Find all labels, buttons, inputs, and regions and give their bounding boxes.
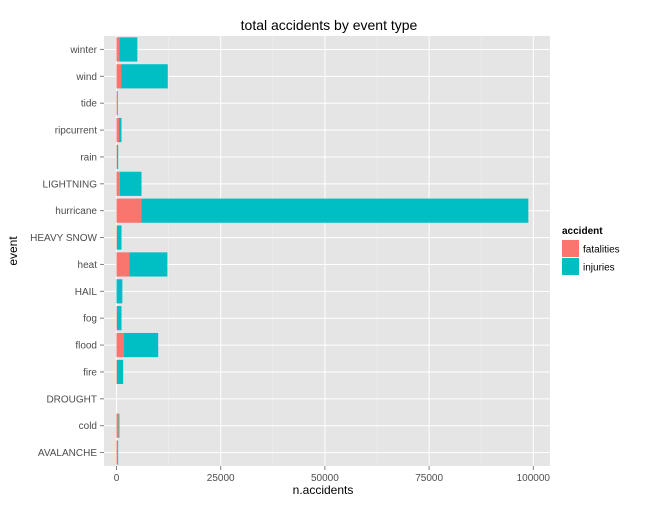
- bar-injuries-rain: [117, 145, 118, 169]
- bar-injuries-heavy-snow: [117, 225, 122, 249]
- bar-fatalities-heat: [117, 252, 130, 276]
- bar-injuries-hail: [117, 279, 123, 303]
- legend: accident fatalities injuries: [562, 226, 620, 275]
- bar-injuries-cold: [119, 414, 120, 438]
- bar-fatalities-ripcurrent: [117, 118, 120, 142]
- bar-injuries-fire: [117, 360, 123, 384]
- y-tick-label: HEAVY SNOW: [30, 233, 97, 244]
- chart-title: total accidents by event type: [241, 17, 418, 33]
- bar-injuries-flood: [124, 333, 158, 357]
- y-tick-label: tide: [81, 99, 98, 110]
- bar-injuries-tide: [117, 91, 118, 115]
- y-tick-label: hurricane: [55, 206, 97, 217]
- legend-items: fatalities injuries: [562, 240, 620, 275]
- plot-panel: [104, 36, 550, 466]
- bar-fatalities-lightning: [117, 172, 120, 196]
- bar-fatalities-flood: [117, 333, 125, 357]
- bar-fatalities-cold: [117, 414, 119, 438]
- y-tick-label: fog: [83, 314, 97, 325]
- bar-injuries-lightning: [120, 172, 142, 196]
- bar-injuries-avalanche: [117, 440, 118, 464]
- legend-label-injuries: injuries: [583, 263, 615, 274]
- y-tick-label: winter: [69, 45, 97, 56]
- bar-injuries-ripcurrent: [119, 118, 122, 142]
- y-tick-label: fire: [83, 367, 97, 378]
- y-axis-title: event: [6, 236, 20, 266]
- x-tick-label: 0: [114, 473, 120, 484]
- bar-injuries-winter: [119, 37, 137, 61]
- y-axis: winter wind tide ripcurrent rain LIGHTNING hur…: [30, 45, 104, 459]
- x-tick-label: 100000: [517, 473, 551, 484]
- y-tick-label: rain: [80, 152, 97, 163]
- y-tick-label: ripcurrent: [55, 126, 97, 137]
- y-tick-label: cold: [79, 421, 97, 432]
- y-tick-label: wind: [75, 72, 97, 83]
- bar-fatalities-winter: [117, 37, 120, 61]
- bar-injuries-hurricane: [142, 199, 529, 223]
- bar-fatalities-wind: [117, 64, 122, 88]
- x-tick-label: 25000: [207, 473, 235, 484]
- y-tick-label: HAIL: [75, 287, 98, 298]
- bar-injuries-fog: [117, 306, 122, 330]
- y-tick-label: heat: [78, 260, 98, 271]
- legend-swatch-fatalities: [562, 240, 579, 257]
- x-axis-title: n.accidents: [293, 483, 354, 497]
- y-tick-label: LIGHTNING: [43, 179, 98, 190]
- bar-injuries-heat: [129, 252, 167, 276]
- bar-fatalities-hurricane: [117, 199, 142, 223]
- legend-swatch-injuries: [562, 258, 579, 275]
- legend-title: accident: [562, 226, 603, 237]
- x-tick-label: 75000: [415, 473, 443, 484]
- bar-injuries-wind: [121, 64, 168, 88]
- y-tick-label: AVALANCHE: [38, 448, 97, 459]
- y-tick-label: DROUGHT: [46, 394, 97, 405]
- bar-fatalities-avalanche: [117, 440, 118, 464]
- legend-label-fatalities: fatalities: [583, 245, 620, 256]
- y-tick-label: flood: [75, 341, 97, 352]
